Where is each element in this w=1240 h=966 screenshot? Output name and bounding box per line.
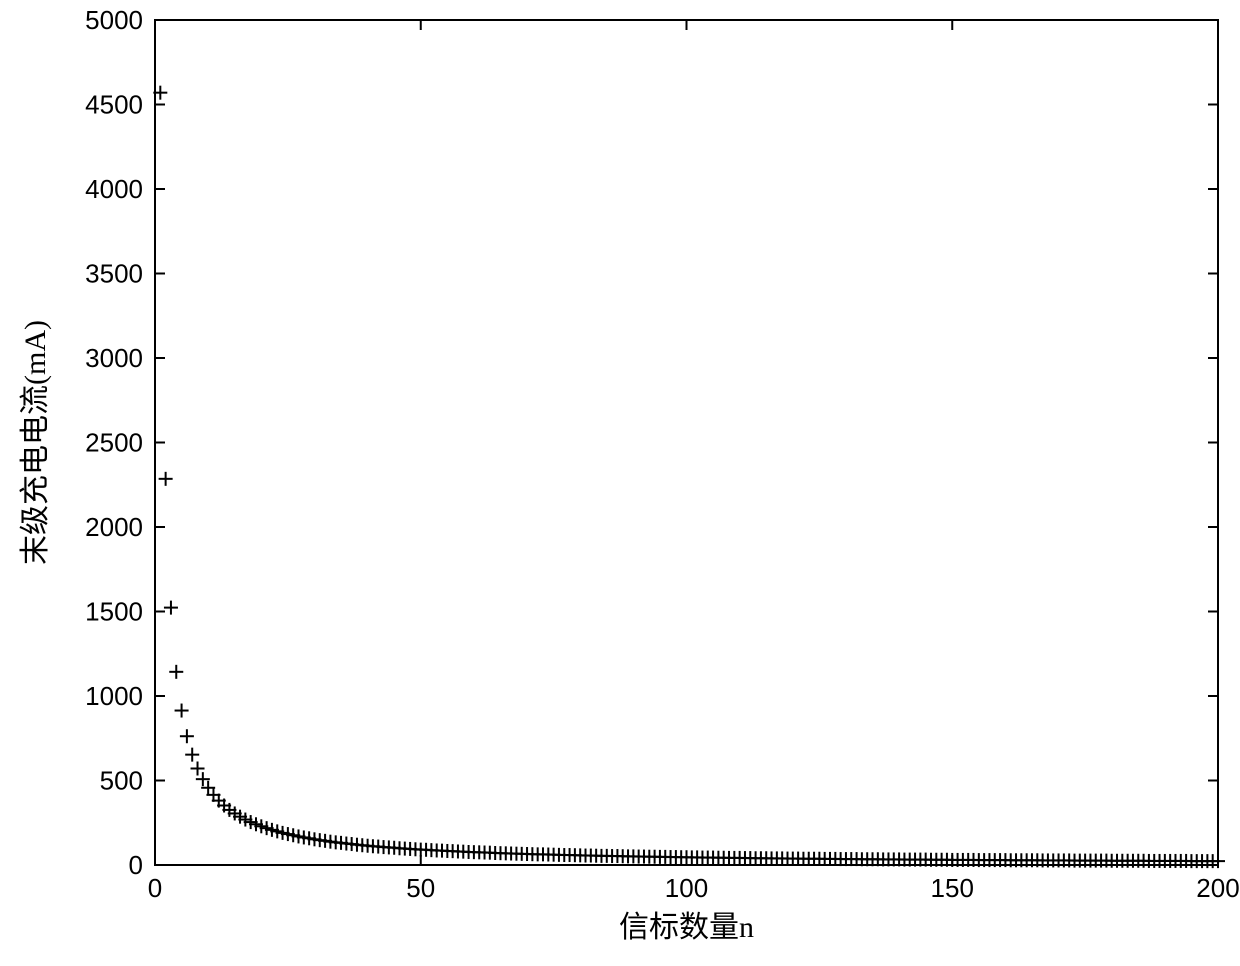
- y-tick-label: 5000: [85, 5, 143, 35]
- x-tick-label: 150: [931, 873, 974, 903]
- y-tick-label: 1500: [85, 597, 143, 627]
- y-axis-label: 末级充电电流(mA): [19, 320, 52, 565]
- x-axis-label: 信标数量n: [619, 911, 754, 944]
- y-tick-label: 500: [100, 766, 143, 796]
- x-tick-label: 200: [1196, 873, 1239, 903]
- data-series: [153, 86, 1225, 868]
- y-tick-label: 4000: [85, 174, 143, 204]
- y-tick-label: 2000: [85, 512, 143, 542]
- x-tick-label: 100: [665, 873, 708, 903]
- plot-box: [155, 20, 1218, 865]
- y-tick-label: 4500: [85, 90, 143, 120]
- x-tick-label: 0: [148, 873, 162, 903]
- y-tick-label: 2500: [85, 428, 143, 458]
- x-tick-label: 50: [406, 873, 435, 903]
- y-tick-label: 3000: [85, 343, 143, 373]
- scatter-chart: 0501001502000500100015002000250030003500…: [0, 0, 1240, 966]
- y-tick-label: 1000: [85, 681, 143, 711]
- y-tick-label: 0: [129, 850, 143, 880]
- y-tick-label: 3500: [85, 259, 143, 289]
- chart-container: 0501001502000500100015002000250030003500…: [0, 0, 1240, 966]
